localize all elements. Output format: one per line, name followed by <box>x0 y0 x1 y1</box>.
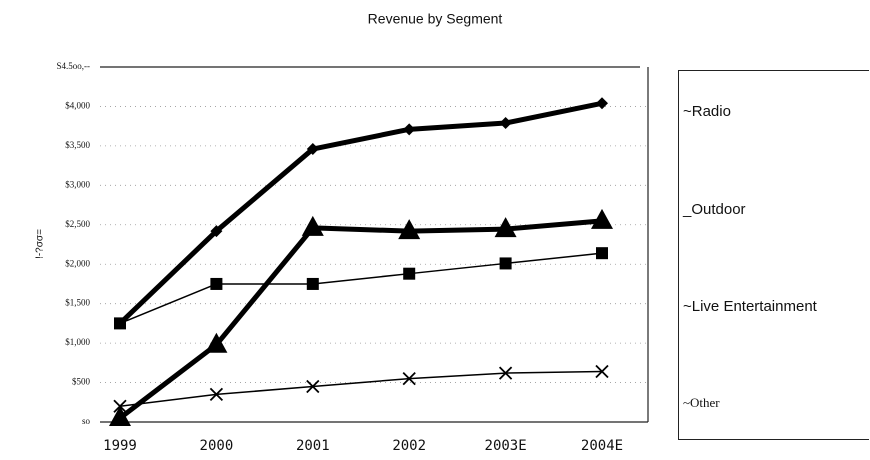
point <box>113 399 127 413</box>
point <box>596 247 608 260</box>
point <box>114 317 126 330</box>
point <box>494 217 517 238</box>
point <box>205 332 228 353</box>
x-tick-label: 2001 <box>296 438 330 454</box>
legend-entry: _Outdoor <box>683 201 746 218</box>
point <box>596 97 608 110</box>
point <box>499 117 512 130</box>
y-tick-label: $1,000 <box>65 337 90 347</box>
point <box>306 143 319 156</box>
y-tick-label: $3,500 <box>65 140 90 150</box>
y-tick-label: $500 <box>72 377 91 387</box>
chart-title: Revenue by Segment <box>368 11 503 27</box>
point <box>403 267 416 280</box>
x-tick-label: 2002 <box>392 438 426 454</box>
series-line <box>119 370 603 407</box>
point <box>306 379 320 394</box>
x-tick-label: 2003E <box>485 438 527 454</box>
y-tick-label: $2,000 <box>65 258 90 268</box>
y-tick-label: $1,500 <box>65 298 90 308</box>
y-tick-label: S4.5oo,-- <box>57 61 91 71</box>
point <box>109 406 131 427</box>
point <box>591 208 613 229</box>
x-tick-label: 2004E <box>581 438 623 454</box>
x-tick-label: 2000 <box>200 438 234 454</box>
legend: ~Radio _Outdoor ~Live Entertainment ~Other <box>678 70 869 440</box>
series-line <box>118 100 603 326</box>
series-line <box>119 252 603 325</box>
y-tick-label: $4,000 <box>65 101 90 111</box>
legend-entry: ~Live Entertainment <box>683 298 817 315</box>
point <box>209 387 224 402</box>
point <box>210 277 223 290</box>
point <box>398 219 421 240</box>
series-line <box>118 218 603 421</box>
point <box>403 123 416 136</box>
x-tick-label: 1999 <box>103 438 137 454</box>
point <box>499 257 512 270</box>
y-tick-label: $3,000 <box>65 179 90 189</box>
legend-entry: ~Other <box>683 395 720 410</box>
point <box>595 364 609 379</box>
legend-entry: ~Radio <box>683 103 731 120</box>
point <box>498 366 513 380</box>
y-tick-label: $2,500 <box>65 219 90 229</box>
y-tick-label: so <box>82 416 91 426</box>
point <box>402 371 416 386</box>
y-axis-label: !-?σσ= <box>35 229 46 259</box>
point <box>301 215 324 236</box>
point <box>306 277 319 290</box>
point <box>210 225 223 238</box>
